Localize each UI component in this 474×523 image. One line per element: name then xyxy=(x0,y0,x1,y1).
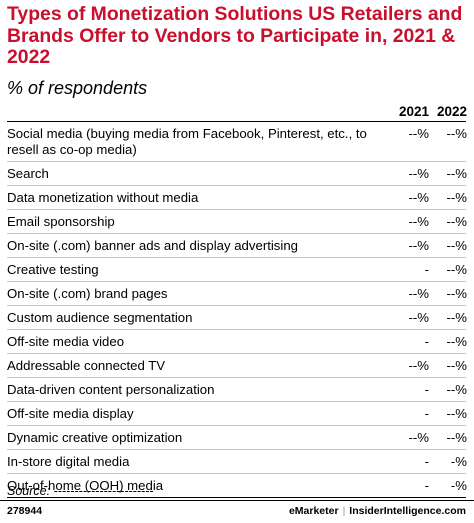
footer-brand: eMarketer | InsiderIntelligence.com xyxy=(289,505,466,517)
value-2021: --% xyxy=(408,286,429,301)
table-row: Social media (buying media from Facebook… xyxy=(7,122,467,162)
value-2022: -% xyxy=(450,454,467,469)
row-label: Off-site media display xyxy=(7,406,134,421)
value-2021: --% xyxy=(408,430,429,445)
value-2021: --% xyxy=(408,166,429,181)
table-row: Creative testing - --% xyxy=(7,258,467,282)
row-label: Dynamic creative optimization xyxy=(7,430,183,445)
row-label: Email sponsorship xyxy=(7,214,115,229)
value-2021: --% xyxy=(408,358,429,373)
value-2022: --% xyxy=(446,126,467,141)
brand-separator: | xyxy=(342,505,346,517)
table-body: Social media (buying media from Facebook… xyxy=(7,122,467,498)
value-2022: --% xyxy=(446,430,467,445)
value-2021: --% xyxy=(408,310,429,325)
value-2022: --% xyxy=(446,358,467,373)
value-2022: --% xyxy=(446,166,467,181)
row-label: Data-driven content personalization xyxy=(7,382,215,397)
row-label: Custom audience segmentation xyxy=(7,310,193,325)
footer-divider xyxy=(0,500,474,501)
table-row: Dynamic creative optimization --% --% xyxy=(7,426,467,450)
row-label: Addressable connected TV xyxy=(7,358,166,373)
row-label: Search xyxy=(7,166,49,181)
value-2021: - xyxy=(424,382,429,397)
table-row: Out-of-home (OOH) media - -% xyxy=(7,474,467,498)
column-header-2021: 2021 xyxy=(398,104,429,119)
value-2022: --% xyxy=(446,406,467,421)
value-2022: --% xyxy=(446,334,467,349)
table-row: Off-site media video - --% xyxy=(7,330,467,354)
chart-id: 278944 xyxy=(7,505,43,517)
row-label: Data monetization without media xyxy=(7,190,199,205)
value-2021: --% xyxy=(408,126,429,141)
data-table: 2021 2022 Social media (buying media fro… xyxy=(7,102,467,498)
value-2021: - xyxy=(424,406,429,421)
value-2022: --% xyxy=(446,190,467,205)
value-2021: - xyxy=(424,454,429,469)
table-row: On-site (.com) banner ads and display ad… xyxy=(7,234,467,258)
row-label: Off-site media video xyxy=(7,334,125,349)
value-2022: --% xyxy=(446,382,467,397)
brand-emarketer: eMarketer xyxy=(288,505,339,517)
chart-subtitle: % of respondents xyxy=(7,78,148,98)
value-2022: --% xyxy=(446,238,467,253)
table-row: Custom audience segmentation --% --% xyxy=(7,306,467,330)
value-2021: --% xyxy=(408,190,429,205)
value-2021: --% xyxy=(408,238,429,253)
table-row: In-store digital media - -% xyxy=(7,450,467,474)
table-row: On-site (.com) brand pages --% --% xyxy=(7,282,467,306)
row-label: On-site (.com) brand pages xyxy=(7,286,168,301)
row-label: Out-of-home (OOH) media xyxy=(7,478,164,493)
value-2022: -% xyxy=(450,478,467,493)
value-2021: - xyxy=(424,262,429,277)
value-2022: --% xyxy=(446,286,467,301)
value-2022: --% xyxy=(446,214,467,229)
value-2022: --% xyxy=(446,310,467,325)
table-header: 2021 2022 xyxy=(7,102,467,122)
value-2021: - xyxy=(424,478,429,493)
table-row: Off-site media display - --% xyxy=(7,402,467,426)
chart-title: Types of Monetization Solutions US Retai… xyxy=(7,3,463,69)
row-label: In-store digital media xyxy=(7,454,130,469)
column-header-2022: 2022 xyxy=(436,104,467,119)
row-label: Social media (buying media from Facebook… xyxy=(7,126,367,157)
row-label: On-site (.com) banner ads and display ad… xyxy=(7,238,299,253)
value-2021: - xyxy=(424,334,429,349)
table-row: Email sponsorship --% --% xyxy=(7,210,467,234)
table-row: Data-driven content personalization - --% xyxy=(7,378,467,402)
value-2021: --% xyxy=(408,214,429,229)
table-row: Addressable connected TV --% --% xyxy=(7,354,467,378)
value-2022: --% xyxy=(446,262,467,277)
table-row: Data monetization without media --% --% xyxy=(7,186,467,210)
table-row: Search --% --% xyxy=(7,162,467,186)
row-label: Creative testing xyxy=(7,262,99,277)
source-note: Source: ------------------------ xyxy=(7,484,154,498)
brand-insider-intelligence: InsiderIntelligence.com xyxy=(349,505,466,517)
